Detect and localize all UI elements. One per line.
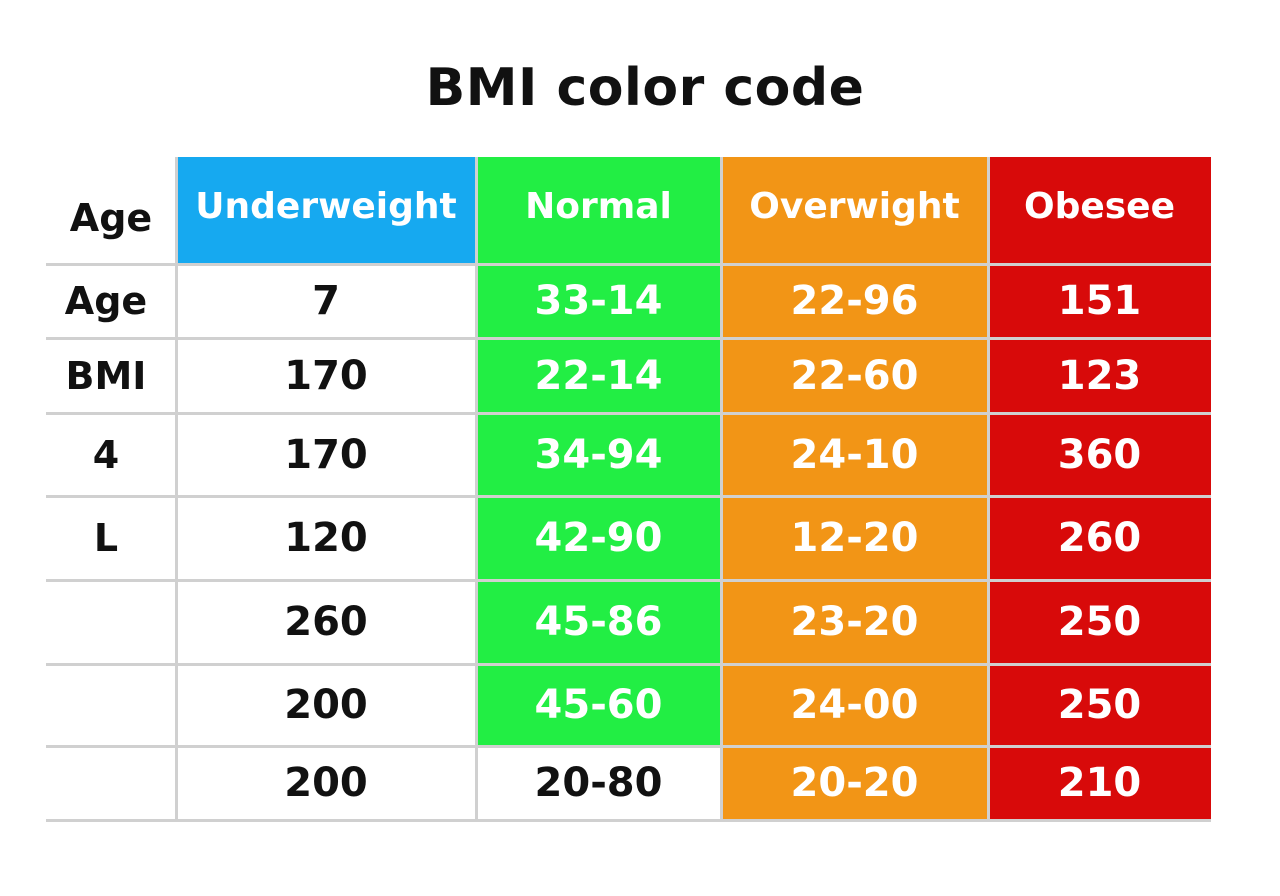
row-divider	[46, 412, 1211, 415]
header-age: Age	[46, 157, 176, 264]
cell-r7-obese: 210	[988, 746, 1211, 820]
header-obese: Obesee	[988, 157, 1211, 264]
cell-r6-obese: 250	[988, 664, 1211, 746]
cell-r1-normal: 33-14	[476, 264, 721, 338]
cell-r4-underweight: 120	[176, 496, 476, 580]
cell-r5-overweight: 23-20	[721, 580, 988, 664]
row-divider	[46, 745, 1211, 748]
cell-r3-age: 4	[46, 413, 176, 496]
cell-r6-age	[46, 664, 176, 746]
cell-r1-age: Age	[46, 264, 176, 338]
cell-r2-age: BMI	[46, 338, 176, 413]
row-divider	[46, 663, 1211, 666]
column-divider	[475, 157, 478, 820]
row-divider	[46, 819, 1211, 822]
cell-r2-obese: 123	[988, 338, 1211, 413]
cell-r6-normal: 45-60	[476, 664, 721, 746]
cell-r6-underweight: 200	[176, 664, 476, 746]
cell-r4-overweight: 12-20	[721, 496, 988, 580]
cell-r5-normal: 45-86	[476, 580, 721, 664]
header-overweight: Overwight	[721, 157, 988, 264]
cell-r2-overweight: 22-60	[721, 338, 988, 413]
cell-r4-obese: 260	[988, 496, 1211, 580]
page-title: BMI color code	[425, 58, 865, 118]
header-normal: Normal	[476, 157, 721, 264]
row-divider	[46, 337, 1211, 340]
cell-r1-underweight: 7	[176, 264, 476, 338]
cell-r6-overweight: 24-00	[721, 664, 988, 746]
cell-r4-normal: 42-90	[476, 496, 721, 580]
row-divider	[46, 263, 1211, 266]
cell-r7-underweight: 200	[176, 746, 476, 820]
cell-r3-overweight: 24-10	[721, 413, 988, 496]
cell-r7-overweight: 20-20	[721, 746, 988, 820]
cell-r5-age	[46, 580, 176, 664]
column-divider	[987, 157, 990, 820]
row-divider	[46, 579, 1211, 582]
column-divider	[175, 157, 178, 820]
cell-r4-age: L	[46, 496, 176, 580]
cell-r1-overweight: 22-96	[721, 264, 988, 338]
row-divider	[46, 495, 1211, 498]
cell-r7-normal: 20-80	[476, 746, 721, 820]
cell-r1-obese: 151	[988, 264, 1211, 338]
cell-r3-normal: 34-94	[476, 413, 721, 496]
cell-r5-underweight: 260	[176, 580, 476, 664]
cell-r3-underweight: 170	[176, 413, 476, 496]
cell-r3-obese: 360	[988, 413, 1211, 496]
header-underweight: Underweight	[176, 157, 476, 264]
cell-r2-underweight: 170	[176, 338, 476, 413]
column-divider	[720, 157, 723, 820]
cell-r7-age	[46, 746, 176, 820]
cell-r5-obese: 250	[988, 580, 1211, 664]
cell-r2-normal: 22-14	[476, 338, 721, 413]
